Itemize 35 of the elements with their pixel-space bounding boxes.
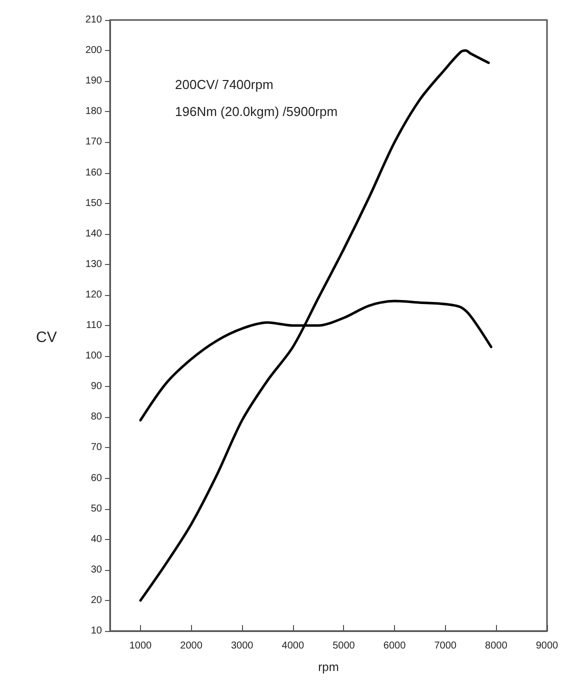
x-tick-label: 6000 [383,640,406,652]
y-tick-label: 150 [85,198,102,209]
x-tick-label: 4000 [282,640,304,652]
y-tick-label: 20 [90,594,102,606]
y-tick-label: 100 [85,350,102,362]
y-tick-label: 10 [90,626,102,636]
y-tick-label: 200 [85,45,102,56]
y-tick-label: 30 [90,564,102,576]
x-tick-label: 9000 [536,640,559,652]
x-tick-label: 7000 [434,640,457,652]
y-tick-label: 170 [85,136,102,148]
y-tick-label: 80 [90,412,102,423]
y-tick-label: 140 [85,228,102,240]
y-tick-label: 180 [85,106,102,118]
y-tick-label: 110 [86,320,102,331]
x-tick-label: 2000 [180,640,203,652]
x-axis-title: rpm [318,660,339,674]
y-tick-label: 130 [85,258,102,270]
y-tick-label: 70 [90,442,102,454]
line-series [139,49,490,602]
y-tick-label: 160 [85,167,102,178]
y-tick-label: 60 [90,472,102,484]
y-tick-label: 190 [85,76,102,87]
annotation: 200CV/ 7400rpm [175,77,274,92]
annotation: 196Nm (20.0kgm) /5900rpm [175,104,338,119]
y-tick-label: 210 [85,14,102,26]
y-tick-label: 120 [85,289,102,300]
y-tick-label: 40 [90,534,102,545]
x-tick-label: 1000 [129,640,152,652]
x-tick-label: 5000 [332,640,356,652]
x-tick-label: 3000 [230,640,254,652]
x-tick-label: 8000 [485,640,508,652]
y-tick-label: 90 [90,381,102,392]
y-tick-label: 50 [90,503,102,514]
y-axis-title: CV [36,329,57,346]
